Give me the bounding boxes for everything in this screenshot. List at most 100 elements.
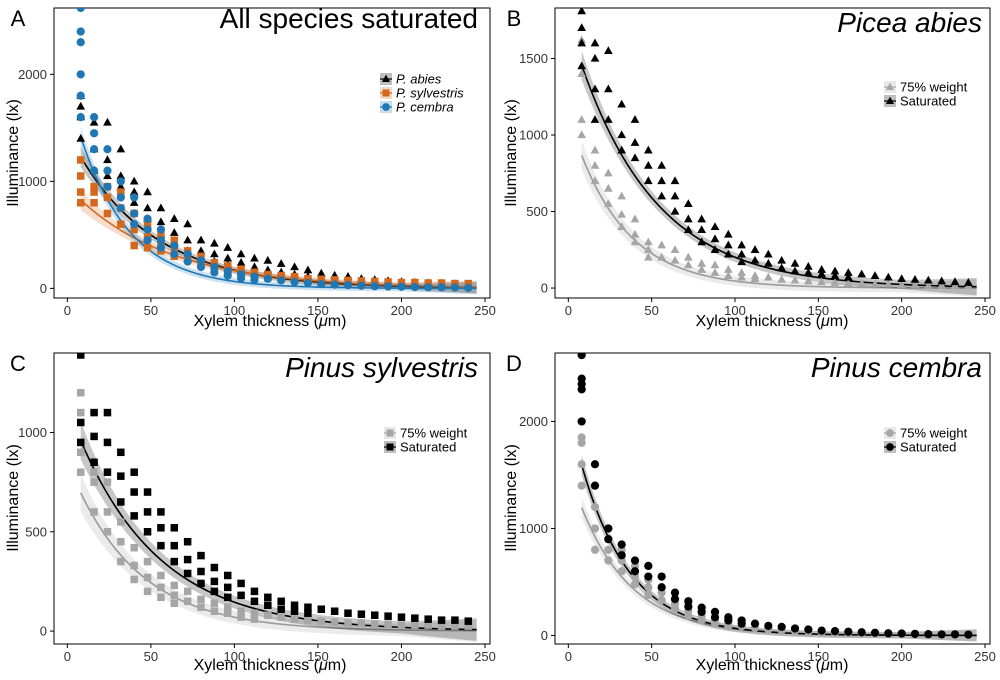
data-point [577, 61, 587, 70]
data-point [804, 625, 813, 634]
data-point [236, 258, 246, 266]
x-tick-label: 200 [391, 649, 413, 664]
data-point [196, 246, 206, 255]
data-point [603, 84, 613, 93]
data-point [76, 8, 85, 13]
data-point [630, 214, 640, 223]
data-point [437, 279, 446, 287]
x-tick-label: 100 [724, 649, 746, 664]
data-point [397, 282, 406, 291]
data-point [670, 604, 680, 613]
data-point [897, 629, 906, 638]
data-point [130, 209, 139, 218]
data-point [937, 276, 947, 285]
data-point [577, 481, 586, 490]
plot-area [577, 353, 977, 642]
data-point [156, 225, 166, 234]
panel-letter: A [11, 6, 26, 31]
data-point [670, 245, 680, 253]
data-point [384, 278, 392, 286]
data-point [844, 627, 853, 636]
data-point [737, 268, 747, 276]
data-point [870, 279, 880, 288]
data-point [883, 272, 893, 281]
legend-label: 75% weight [900, 426, 968, 441]
data-point [603, 46, 613, 54]
data-point [76, 38, 85, 47]
data-point [303, 278, 313, 288]
data-point [710, 222, 720, 230]
y-tick-label: 0 [40, 281, 47, 296]
data-point [343, 281, 353, 290]
data-point [843, 272, 853, 281]
data-point [737, 257, 747, 266]
data-point [317, 617, 326, 625]
data-point [304, 616, 312, 624]
data-point [117, 472, 125, 480]
x-tick-label: 50 [144, 303, 158, 318]
data-point [630, 229, 640, 238]
data-point [157, 231, 165, 239]
data-point [817, 269, 827, 278]
data-point [590, 84, 600, 93]
data-point [643, 145, 653, 154]
data-point [424, 279, 432, 287]
data-point [857, 269, 867, 278]
data-point [156, 203, 166, 212]
data-point [657, 572, 666, 581]
data-point [103, 117, 112, 126]
data-point [830, 266, 840, 275]
data-point [670, 594, 680, 604]
data-point [170, 591, 179, 600]
data-point [683, 252, 693, 261]
data-point [830, 271, 840, 279]
data-point [76, 438, 85, 447]
data-point [90, 508, 98, 516]
data-point [723, 229, 733, 238]
data-point [76, 27, 85, 36]
data-point [183, 569, 192, 578]
data-point [130, 575, 138, 584]
legend-label: 75% weight [400, 426, 468, 441]
data-point [964, 630, 973, 639]
data-point [170, 541, 179, 550]
data-point [330, 607, 339, 615]
data-point [590, 160, 600, 169]
data-point [697, 214, 707, 223]
data-point [196, 256, 206, 265]
data-point [210, 268, 219, 277]
data-point [157, 508, 165, 516]
data-point [817, 626, 826, 635]
data-point [424, 621, 432, 629]
data-point [670, 176, 680, 185]
x-axis-label-unit: m) [328, 313, 347, 330]
data-point [590, 545, 600, 554]
panel-title: Pinus sylvestris [285, 352, 478, 383]
y-axis-label: Illuminance (lx) [5, 99, 22, 207]
data-point [630, 115, 640, 123]
x-tick-label: 150 [307, 303, 329, 318]
data-point [577, 115, 587, 123]
data-point [630, 138, 640, 146]
data-point [590, 53, 600, 62]
data-point [910, 274, 920, 283]
y-tick-label: 1500 [519, 51, 548, 66]
data-point [750, 255, 760, 264]
data-point [370, 277, 379, 286]
data-point [103, 155, 112, 164]
data-point [603, 183, 613, 192]
data-point [830, 278, 840, 286]
data-point [76, 101, 86, 110]
data-point [397, 278, 406, 287]
data-point [777, 622, 786, 632]
data-point [357, 619, 366, 627]
data-point [817, 277, 827, 286]
data-point [303, 265, 313, 274]
legend-label: 75% weight [900, 80, 968, 95]
data-point [103, 438, 112, 447]
data-point [357, 277, 366, 285]
data-point [143, 488, 152, 496]
confidence-band [80, 189, 477, 294]
data-point [130, 512, 138, 520]
